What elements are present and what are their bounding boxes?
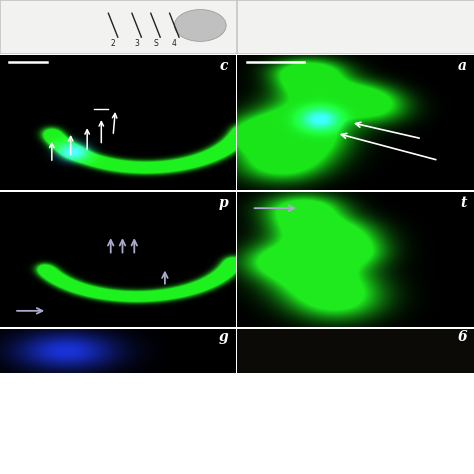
Text: 4: 4 [172,39,177,48]
Text: t: t [461,196,467,210]
Text: g: g [219,330,228,344]
Ellipse shape [174,9,226,41]
Text: 3: 3 [134,39,139,48]
Text: 6: 6 [457,330,467,344]
Text: p: p [219,196,228,210]
Text: 2: 2 [111,39,116,48]
Text: S: S [153,39,158,48]
Text: a: a [458,59,467,73]
Text: c: c [220,59,228,73]
